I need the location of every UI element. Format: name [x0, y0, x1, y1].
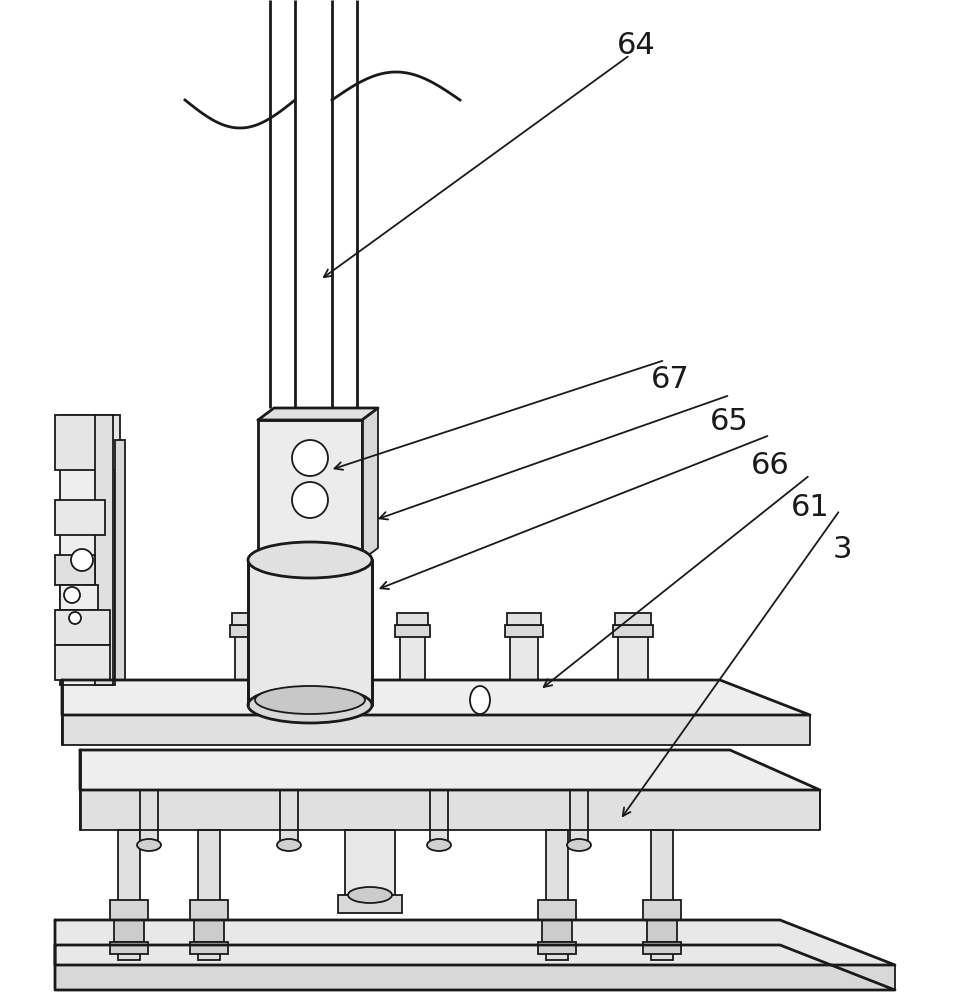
Bar — [430, 790, 448, 845]
Bar — [55, 610, 110, 645]
Bar — [110, 942, 148, 954]
Polygon shape — [55, 945, 895, 990]
Bar — [615, 613, 651, 625]
Bar — [194, 920, 224, 942]
Ellipse shape — [250, 686, 270, 714]
Polygon shape — [62, 715, 810, 745]
Bar — [55, 415, 120, 470]
Polygon shape — [55, 965, 895, 990]
Bar — [647, 920, 677, 942]
Bar — [60, 585, 98, 610]
Bar — [258, 420, 362, 560]
Bar — [198, 830, 220, 960]
Circle shape — [71, 549, 93, 571]
Bar — [510, 630, 538, 680]
Text: 61: 61 — [791, 492, 830, 522]
Bar — [651, 830, 673, 960]
Text: 65: 65 — [710, 408, 748, 436]
Bar — [235, 630, 260, 680]
Bar — [618, 630, 648, 680]
Bar — [190, 942, 228, 954]
Bar — [55, 500, 105, 535]
Bar — [546, 830, 568, 960]
Bar — [190, 900, 228, 920]
Text: 64: 64 — [617, 30, 656, 60]
Bar — [397, 613, 428, 625]
Text: 3: 3 — [833, 536, 852, 564]
Polygon shape — [258, 408, 378, 420]
Bar — [140, 790, 158, 845]
Circle shape — [292, 482, 328, 518]
Bar — [345, 830, 395, 895]
Circle shape — [64, 587, 80, 603]
Bar — [613, 625, 653, 637]
Ellipse shape — [348, 887, 392, 903]
Ellipse shape — [255, 686, 365, 714]
Circle shape — [69, 612, 81, 624]
Bar — [643, 900, 681, 920]
Ellipse shape — [567, 839, 591, 851]
Ellipse shape — [470, 686, 490, 714]
Bar — [507, 613, 541, 625]
Bar — [95, 415, 113, 685]
Ellipse shape — [427, 839, 451, 851]
Bar — [232, 613, 263, 625]
Ellipse shape — [248, 687, 372, 723]
Bar — [230, 625, 265, 637]
Ellipse shape — [248, 542, 372, 578]
Polygon shape — [55, 920, 895, 965]
Bar — [400, 630, 425, 680]
Bar — [55, 555, 95, 585]
Text: 67: 67 — [651, 365, 689, 394]
Bar — [570, 790, 588, 845]
Bar — [538, 900, 576, 920]
Bar — [280, 790, 298, 845]
Polygon shape — [62, 680, 810, 715]
Bar — [395, 625, 430, 637]
Text: 66: 66 — [751, 450, 790, 480]
Polygon shape — [80, 790, 820, 830]
Bar — [115, 440, 125, 680]
Bar — [60, 415, 115, 685]
Bar — [118, 830, 140, 960]
Ellipse shape — [277, 839, 301, 851]
Bar — [110, 900, 148, 920]
Polygon shape — [80, 750, 820, 790]
Bar — [538, 942, 576, 954]
Bar — [542, 920, 572, 942]
Bar — [55, 645, 110, 680]
Bar — [114, 920, 144, 942]
Bar — [643, 942, 681, 954]
Circle shape — [292, 440, 328, 476]
Ellipse shape — [137, 839, 161, 851]
Bar — [505, 625, 543, 637]
Bar — [248, 560, 372, 705]
Bar — [338, 895, 402, 913]
Polygon shape — [362, 408, 378, 560]
